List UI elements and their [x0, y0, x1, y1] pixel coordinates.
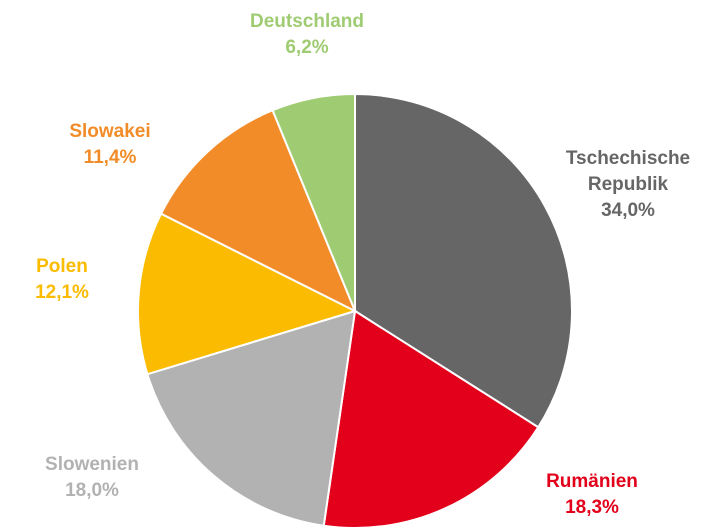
value-label: 18,3%	[565, 497, 619, 518]
pie-slice	[322, 309, 540, 529]
pie-slice	[354, 92, 573, 429]
value-label: 6,2%	[285, 37, 329, 58]
value-label: 34,0%	[601, 200, 655, 221]
pie-slice	[146, 309, 357, 527]
value-label: 12,1%	[35, 282, 89, 303]
slice-label: Slowenien 18,0%	[7, 452, 177, 504]
category-label: Tschechische Republik	[565, 148, 691, 195]
category-label: Slowenien	[45, 454, 139, 475]
slice-label: Deutschland 6,2%	[222, 9, 392, 61]
slice-label: Rumänien 18,3%	[507, 469, 677, 521]
category-label: Rumänien	[546, 471, 638, 492]
slice-label: Slowakei 11,4%	[25, 119, 195, 171]
value-label: 18,0%	[65, 480, 119, 501]
category-label: Polen	[36, 256, 88, 277]
pie-slice	[271, 92, 356, 312]
value-label: 11,4%	[83, 147, 137, 168]
category-label: Slowakei	[69, 121, 151, 142]
pie-slice	[159, 108, 357, 314]
slice-label: Tschechische Republik 34,0%	[553, 146, 703, 224]
category-label: Deutschland	[249, 11, 365, 32]
pie-slice	[137, 212, 358, 376]
slice-label: Polen 12,1%	[0, 254, 147, 306]
